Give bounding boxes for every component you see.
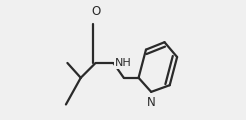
Text: N: N (147, 96, 155, 109)
Text: O: O (91, 6, 100, 18)
Text: NH: NH (115, 58, 132, 68)
